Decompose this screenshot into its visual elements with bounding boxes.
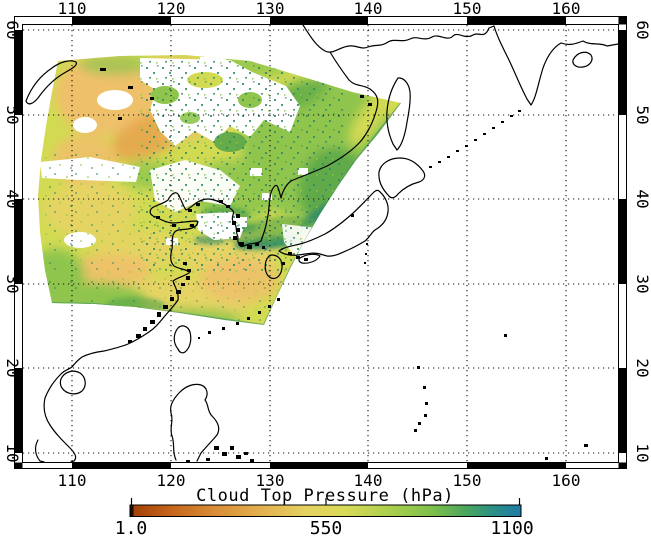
coastlines [25, 24, 619, 463]
lon-label: 130 [256, 0, 285, 18]
kuril-islands-dots [429, 110, 521, 168]
lat-label: 10 [633, 443, 651, 462]
lat-label: 60 [3, 20, 22, 39]
lon-label: 150 [453, 471, 482, 490]
colorbar: Cloud Top Pressure (hPa) 1.0 550 1100 [115, 486, 534, 539]
coastline-primorye-korea-east [260, 51, 379, 242]
coast-specks [100, 68, 372, 343]
graticule-gridlines [23, 25, 618, 462]
lat-label: 30 [3, 274, 22, 293]
lon-label: 120 [157, 0, 186, 18]
colorbar-border [129, 504, 522, 517]
colorbar-mid-label: 550 [310, 518, 343, 539]
colorbar-left-cap [130, 505, 134, 517]
latitude-labels-right: 60 50 40 30 20 10 [633, 20, 651, 462]
lon-label: 120 [157, 471, 186, 490]
small-islands-dots [186, 214, 588, 463]
lat-label: 40 [633, 189, 651, 208]
lon-label: 140 [354, 0, 383, 18]
coastline-shikoku [298, 253, 321, 264]
coastline-okhotsk-kamchatka [302, 24, 619, 106]
longitude-labels-bottom: 110 120 130 140 150 160 [58, 471, 581, 490]
coastline-luzon [169, 383, 220, 462]
colorbar-max-label: 1100 [490, 518, 533, 539]
lon-label: 140 [354, 471, 383, 490]
lon-label: 150 [453, 0, 482, 18]
coastline-hainan [59, 370, 86, 395]
coastline-korea-china-vietnam [43, 192, 262, 463]
colorbar-gradient [130, 505, 521, 517]
coastline-hokkaido [378, 157, 426, 199]
colorbar-min-label: 1.0 [115, 518, 148, 539]
coastline-kyushu [264, 254, 283, 280]
coastline-sakhalin [386, 77, 411, 151]
lat-label: 60 [633, 20, 651, 39]
map-frame [14, 16, 627, 469]
coastline-gulf-bottom-left [34, 439, 45, 463]
lat-label: 50 [3, 105, 22, 124]
lat-label: 20 [3, 358, 22, 377]
lat-label: 10 [3, 443, 22, 462]
lon-label: 160 [552, 471, 581, 490]
coastline-karaginsky-island [572, 51, 593, 68]
lon-label: 160 [552, 0, 581, 18]
lat-label: 40 [3, 189, 22, 208]
lon-label: 110 [58, 0, 87, 18]
latitude-labels-left: 60 50 40 30 20 10 [3, 20, 22, 462]
colorbar-title: Cloud Top Pressure (hPa) [196, 486, 454, 506]
coastline-taiwan [173, 325, 192, 354]
lon-label: 110 [58, 471, 87, 490]
longitude-labels-top: 110 120 130 140 150 160 [58, 0, 581, 18]
coastline-lake-baikal [25, 60, 78, 105]
lat-label: 50 [633, 105, 651, 124]
lon-label: 130 [256, 471, 285, 490]
lat-label: 30 [633, 274, 651, 293]
lat-label: 20 [633, 358, 651, 377]
